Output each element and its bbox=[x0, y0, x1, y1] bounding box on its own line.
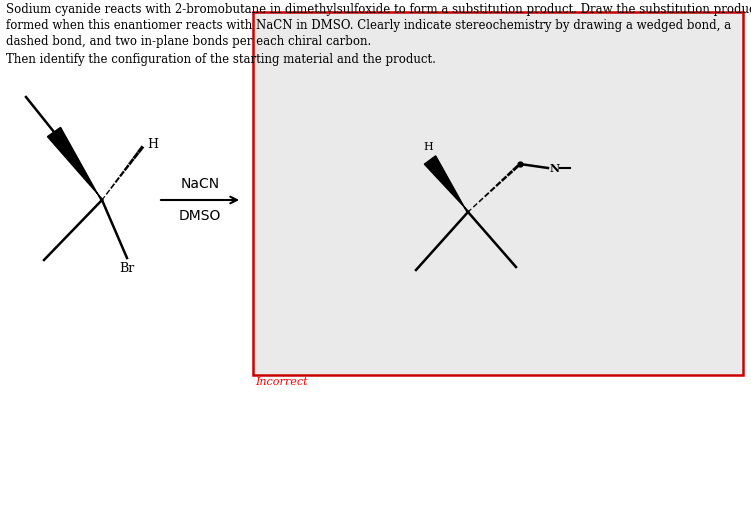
Text: NaCN: NaCN bbox=[180, 177, 219, 191]
Text: DMSO: DMSO bbox=[179, 209, 222, 223]
Text: Br: Br bbox=[119, 262, 134, 275]
Text: Then identify the configuration of the starting material and the product.: Then identify the configuration of the s… bbox=[6, 53, 436, 66]
Text: Incorrect: Incorrect bbox=[255, 377, 308, 387]
Text: Sodium cyanide reacts with 2-bromobutane in dimethylsulfoxide to form a substitu: Sodium cyanide reacts with 2-bromobutane… bbox=[6, 3, 751, 16]
FancyBboxPatch shape bbox=[253, 12, 743, 375]
Text: H: H bbox=[147, 138, 158, 150]
Polygon shape bbox=[47, 127, 103, 200]
Polygon shape bbox=[424, 156, 469, 212]
Text: formed when this enantiomer reacts with NaCN in DMSO. Clearly indicate stereoche: formed when this enantiomer reacts with … bbox=[6, 19, 731, 32]
Text: H: H bbox=[423, 142, 433, 152]
Text: dashed bond, and two in-plane bonds per each chiral carbon.: dashed bond, and two in-plane bonds per … bbox=[6, 35, 371, 48]
Text: N: N bbox=[550, 163, 560, 174]
